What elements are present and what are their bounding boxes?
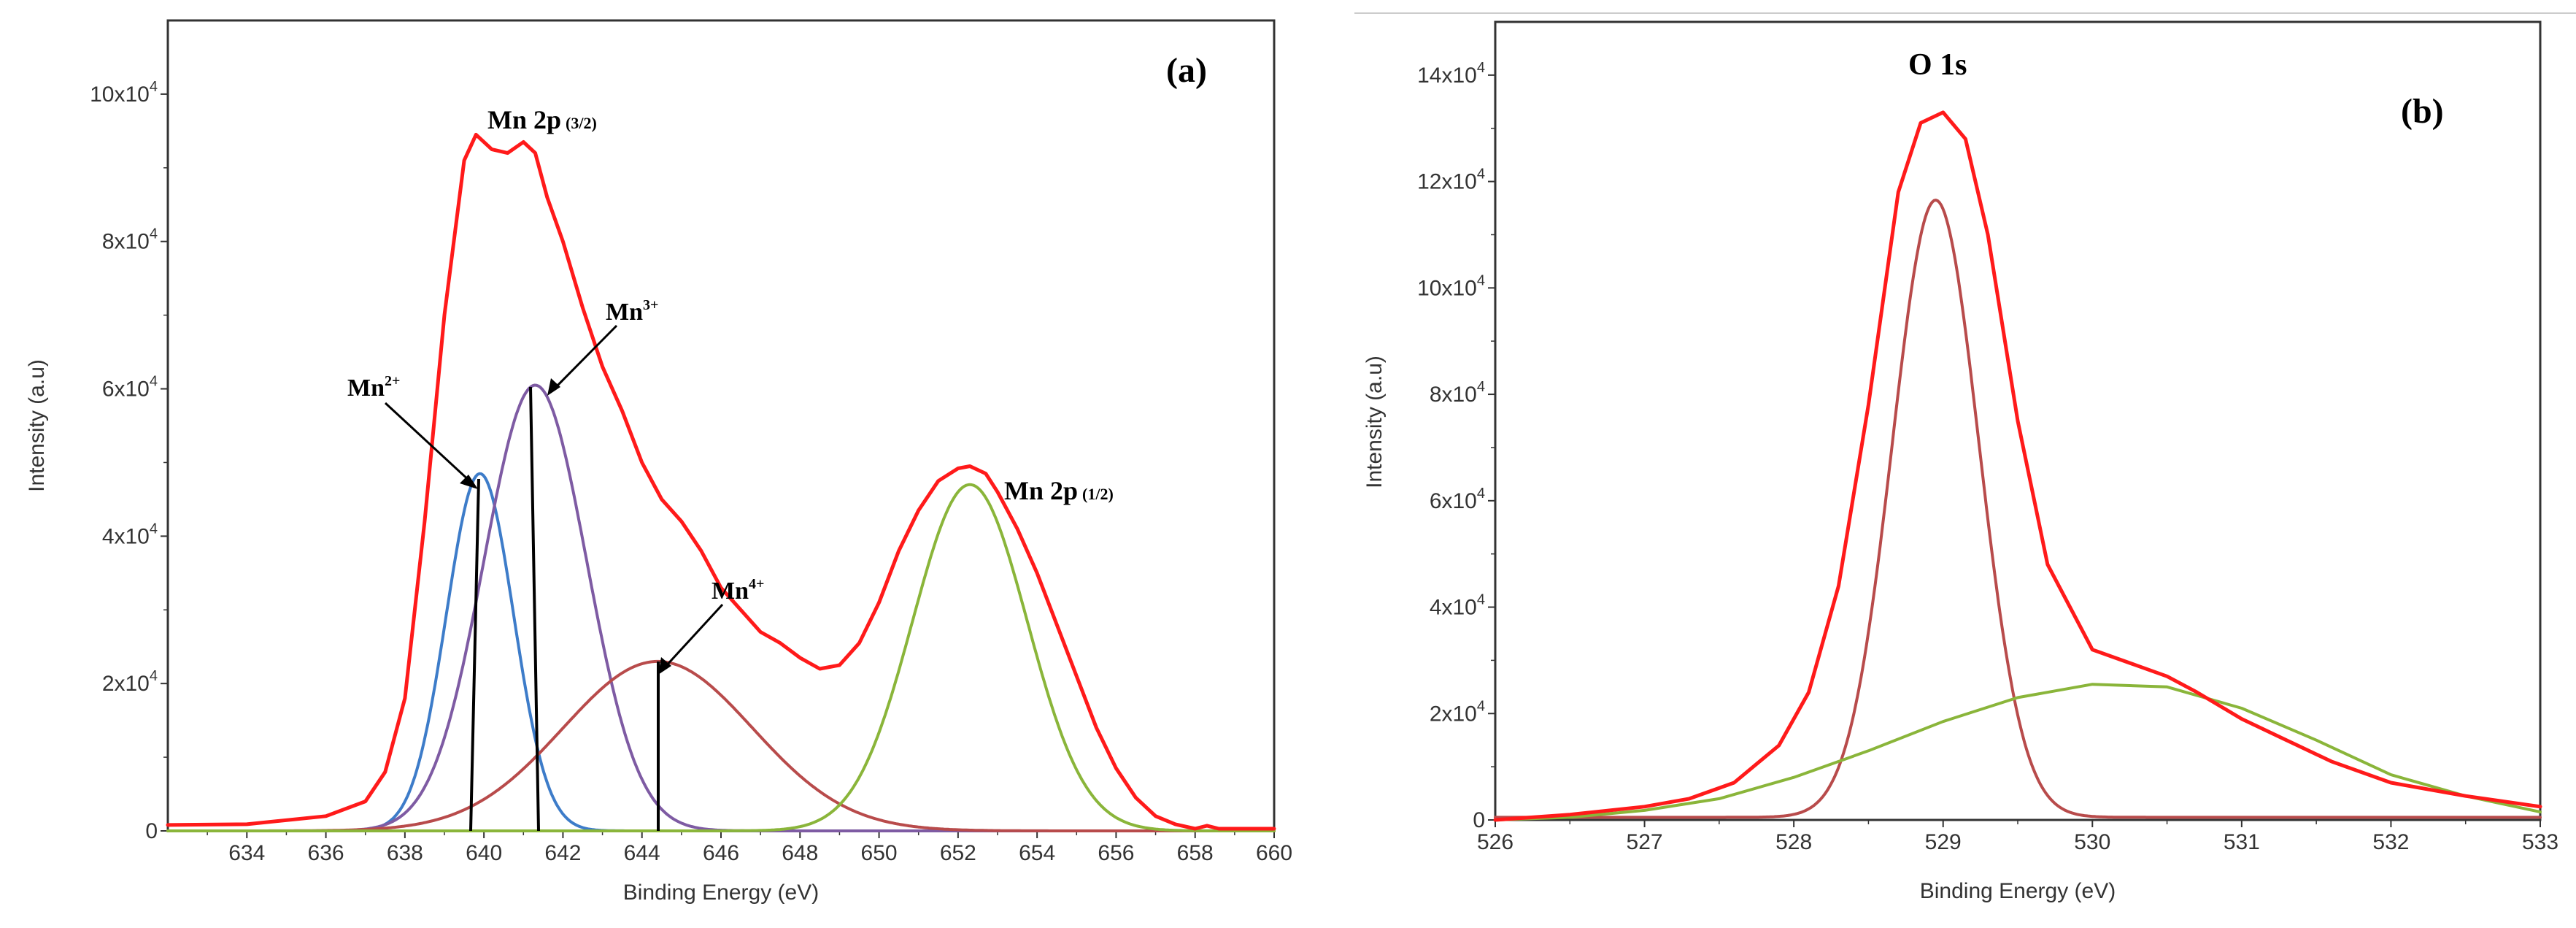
chart-b: 526 527 528 529 530 531 532 533 0 2x104 4x104 6x10… [1354,12,2576,903]
chart-a-x-tick-label: 634 [228,841,265,865]
chart-b-x-tick-label: 531 [2224,830,2260,854]
chart-b-panel-label: (b) [2401,92,2444,131]
chart-a: 634 636 638 640 642 644 646 648 650 652 654 656 658 6… [25,19,1292,905]
chart-a-x-tick-label: 654 [1019,841,1055,865]
chart-a-y-tick-label: 2x104 [102,668,158,696]
arrow-mn2plus [384,402,472,483]
chart-a-series-experimental [166,132,1276,831]
chart-b-y-tick-label: 4x104 [1430,592,1485,620]
chart-a-y-axis-title: Intensity (a.u) [25,359,49,492]
chart-b-y-tick-label: 10x104 [1417,272,1485,300]
chart-a-x-tick-label: 656 [1098,841,1134,865]
annotation-mn4plus: Mn4+ [712,576,764,605]
chart-b-series-lattice-o-component [1494,199,2542,819]
chart-b-x-ticks: 526 527 528 529 530 531 532 533 [1477,820,2558,854]
chart-b-x-tick-label: 527 [1627,830,1663,854]
chart-b-x-tick-label: 530 [2074,830,2110,854]
arrow-mn4plus [663,603,724,670]
chart-b-y-tick-label: 0 [1473,808,1485,832]
chart-b-x-tick-label: 533 [2522,830,2558,854]
chart-a-panel-label: (a) [1166,51,1207,90]
chart-a-x-tick-label: 650 [861,841,898,865]
annotation-mn2p12: Mn 2p (1/2) [1004,476,1114,505]
arrow-mn3plus [551,324,618,392]
chart-a-x-tick-label: 646 [703,841,739,865]
annotation-mn3plus: Mn3+ [606,297,658,326]
chart-a-series-mn-2p1-2-fit [166,483,1276,832]
chart-b-x-tick-label: 529 [1925,830,1962,854]
chart-b-y-tick-label: 8x104 [1430,379,1485,407]
chart-b-y-tick-label: 2x104 [1430,698,1485,726]
chart-b-x-tick-label: 532 [2372,830,2409,854]
chart-a-x-tick-label: 636 [308,841,344,865]
arrow-head-mn4plus [658,657,671,675]
chart-b-y-axis-title: Intensity (a.u) [1362,356,1387,488]
chart-a-x-axis-title: Binding Energy (eV) [623,881,819,905]
chart-a-x-tick-label: 658 [1177,841,1214,865]
annotation-mn2p32: Mn 2p (3/2) [487,105,597,134]
annotation-mn2plus: Mn2+ [347,373,400,402]
chart-a-x-tick-label: 648 [782,841,818,865]
chart-b-series-experimental [1493,110,2542,822]
chart-b-y-tick-label: 6x104 [1430,486,1485,513]
chart-b-y-tick-label: 12x104 [1417,166,1485,194]
chart-b-series-surface-o-component [1494,683,2542,821]
arrow-head-mn3plus [547,378,560,396]
chart-b-x-tick-label: 528 [1775,830,1812,854]
chart-a-y-tick-label: 8x104 [102,226,158,254]
chart-a-x-tick-label: 642 [544,841,581,865]
chart-b-y-tick-label: 14x104 [1417,60,1485,88]
chart-a-x-tick-label: 652 [940,841,976,865]
chart-b-series [1493,110,2542,822]
chart-a-y-ticks: 0 2x104 4x104 6x104 8x104 10x104 [90,79,168,843]
chart-b-x-tick-label: 526 [1477,830,1513,854]
chart-a-x-tick-label: 640 [466,841,502,865]
chart-a-y-tick-label: 4x104 [102,521,158,548]
chart-a-y-tick-label: 10x104 [90,79,158,107]
chart-a-x-ticks: 634 636 638 640 642 644 646 648 650 652 654 656 658 6… [207,831,1292,865]
chart-a-y-tick-label: 0 [145,819,158,843]
chart-a-x-tick-label: 644 [624,841,660,865]
chart-a-y-tick-label: 6x104 [102,374,158,402]
arrow-head-mn2plus [460,475,478,489]
chart-b-x-axis-title: Binding Energy (eV) [1920,879,2116,903]
chart-a-series [166,132,1276,832]
peak-marker-mn2plus [469,478,480,832]
chart-b-title: O 1s [1908,48,1967,82]
chart-a-x-tick-label: 660 [1256,841,1292,865]
chart-b-y-ticks: 0 2x104 4x104 6x104 8x104 10x104 12x104 14x104 [1417,60,1495,832]
chart-a-x-tick-label: 638 [387,841,423,865]
peak-marker-mn3plus [529,386,540,832]
